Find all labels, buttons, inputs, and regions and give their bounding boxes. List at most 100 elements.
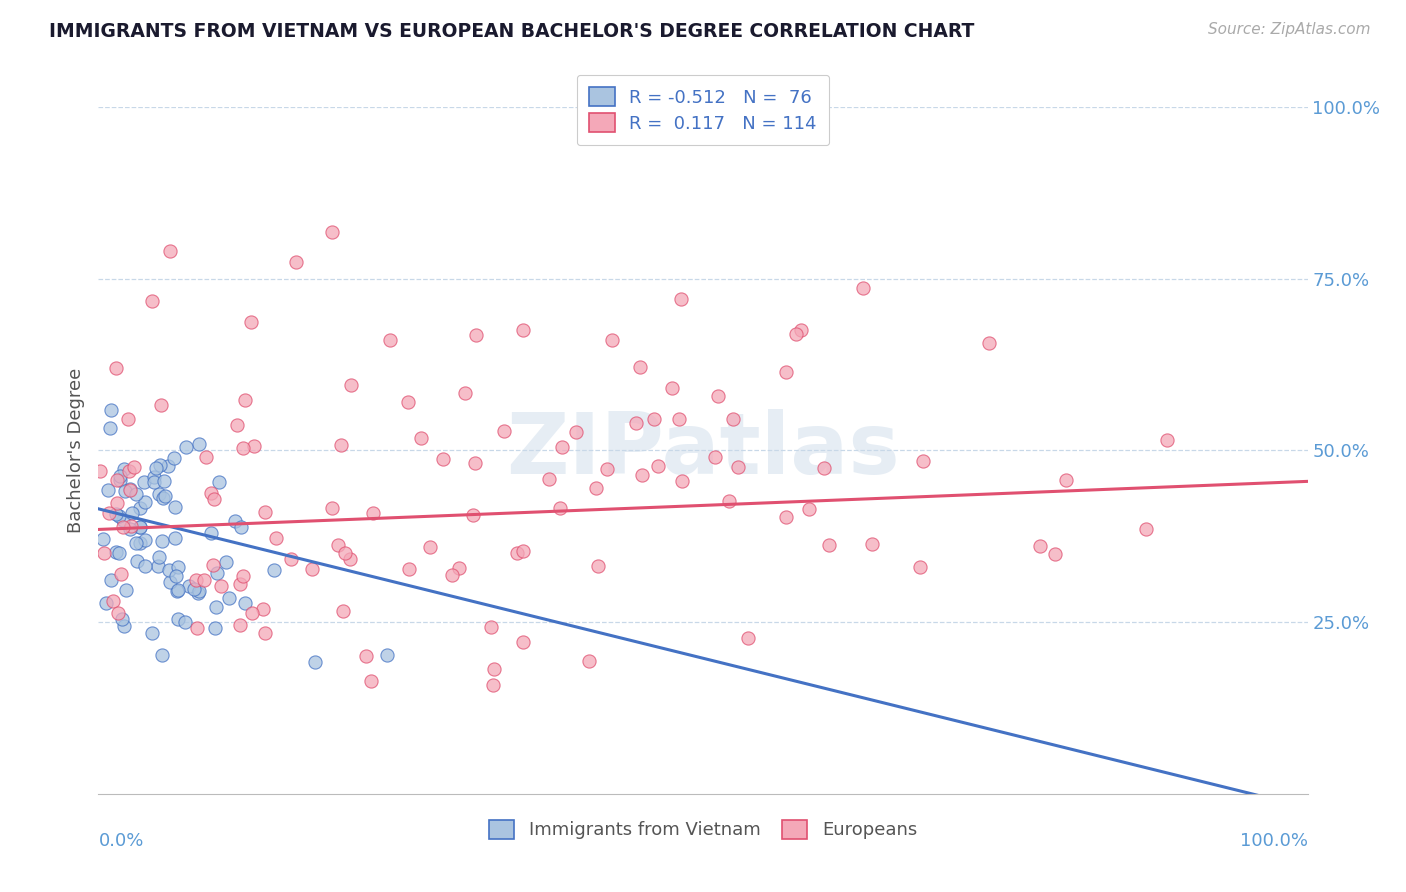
Point (165, 500, 187, 515)
Point (114, 484, 136, 499)
Point (105, 495, 128, 509)
Point (512, 634, 534, 648)
Point (339, 551, 361, 566)
Point (159, 244, 181, 259)
Point (360, 674, 382, 689)
Point (432, 452, 454, 467)
Point (481, 678, 503, 692)
Point (727, 459, 749, 474)
Point (979, 336, 1001, 351)
Point (775, 365, 797, 379)
Point (398, 561, 420, 575)
Point (134, 533, 156, 547)
Point (193, 573, 215, 587)
Point (100, 402, 122, 417)
Point (775, 509, 797, 524)
Point (280, 552, 302, 566)
Point (797, 502, 820, 516)
Point (661, 381, 683, 395)
Point (240, 315, 263, 329)
Point (200, 526, 222, 541)
Point (118, 464, 141, 478)
Text: 0.0%: 0.0% (98, 831, 143, 850)
Point (482, 662, 505, 676)
Point (93, 546, 115, 560)
Point (204, 492, 226, 507)
Text: IMMIGRANTS FROM VIETNAM VS EUROPEAN BACHELOR'S DEGREE CORRELATION CHART: IMMIGRANTS FROM VIETNAM VS EUROPEAN BACH… (49, 22, 974, 41)
Point (340, 378, 363, 392)
Point (89, 464, 111, 478)
Point (1029, 539, 1052, 553)
Point (146, 559, 169, 574)
Point (108, 469, 131, 483)
Point (129, 535, 152, 549)
Point (163, 532, 186, 546)
Point (105, 361, 128, 376)
Point (104, 508, 127, 522)
Point (263, 563, 285, 577)
Point (152, 491, 174, 505)
Point (813, 460, 835, 475)
Point (145, 460, 167, 475)
Point (141, 625, 163, 640)
Point (167, 612, 190, 626)
Point (134, 495, 156, 509)
Point (186, 621, 208, 635)
Point (218, 591, 240, 605)
Point (91, 532, 114, 546)
Point (207, 566, 229, 581)
Point (596, 462, 619, 476)
Text: Source: ZipAtlas.com: Source: ZipAtlas.com (1208, 22, 1371, 37)
Point (398, 394, 420, 409)
Point (124, 487, 146, 501)
Point (538, 471, 561, 485)
Point (419, 540, 441, 554)
Point (671, 292, 693, 306)
Point (187, 586, 209, 600)
Point (321, 225, 343, 239)
Point (703, 450, 725, 464)
Point (148, 487, 170, 501)
Point (97, 506, 120, 520)
Point (440, 568, 463, 582)
Point (118, 483, 141, 497)
Point (152, 533, 174, 548)
Point (1156, 433, 1178, 447)
Point (100, 421, 122, 435)
Point (195, 450, 218, 464)
Legend: Immigrants from Vietnam, Europeans: Immigrants from Vietnam, Europeans (482, 813, 924, 847)
Point (108, 473, 131, 487)
Point (208, 475, 231, 489)
Text: 100.0%: 100.0% (1240, 831, 1308, 850)
Point (226, 418, 249, 433)
Point (202, 558, 225, 572)
Point (233, 392, 256, 407)
Point (153, 475, 176, 489)
Point (167, 560, 190, 574)
Point (494, 425, 516, 439)
Point (624, 416, 647, 430)
Point (134, 559, 156, 574)
Point (912, 454, 935, 468)
Point (184, 573, 207, 587)
Point (167, 583, 190, 598)
Point (785, 327, 807, 342)
Point (860, 536, 883, 550)
Point (643, 412, 665, 426)
Point (326, 538, 349, 552)
Point (252, 601, 274, 615)
Point (129, 520, 152, 534)
Point (721, 411, 744, 425)
Point (512, 544, 534, 558)
Point (453, 385, 475, 400)
Point (464, 328, 486, 343)
Point (818, 538, 841, 552)
Point (112, 513, 135, 527)
Point (464, 456, 486, 470)
Point (671, 475, 693, 489)
Point (1054, 473, 1077, 487)
Point (253, 505, 276, 519)
Point (361, 507, 384, 521)
Point (254, 625, 277, 640)
Point (512, 323, 534, 337)
